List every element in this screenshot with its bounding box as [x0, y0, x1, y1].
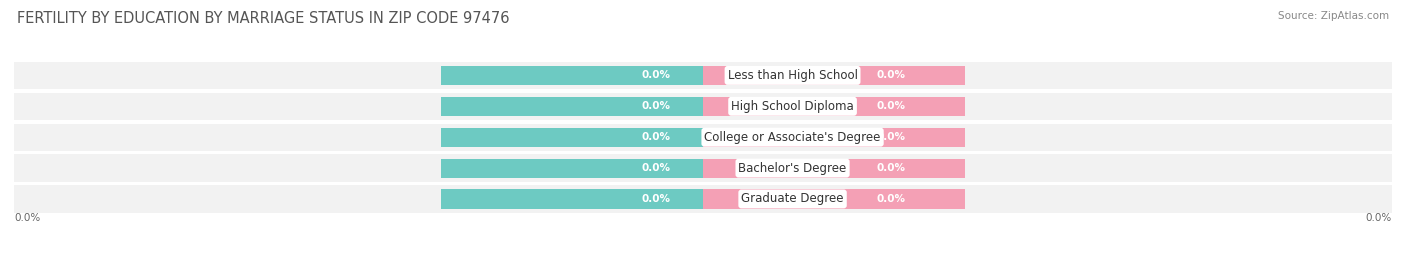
- Text: 0.0%: 0.0%: [641, 101, 671, 111]
- Bar: [14, 185, 1392, 213]
- Text: 0.0%: 0.0%: [641, 194, 671, 204]
- Text: 0.0%: 0.0%: [641, 132, 671, 142]
- Text: High School Diploma: High School Diploma: [731, 100, 853, 113]
- Text: 0.0%: 0.0%: [877, 101, 905, 111]
- Bar: [441, 189, 703, 208]
- Text: 0.0%: 0.0%: [877, 70, 905, 80]
- Text: Less than High School: Less than High School: [727, 69, 858, 82]
- Bar: [703, 189, 965, 208]
- Bar: [441, 66, 703, 85]
- Text: 0.0%: 0.0%: [877, 163, 905, 173]
- Bar: [441, 158, 703, 178]
- Bar: [703, 66, 965, 85]
- Text: 0.0%: 0.0%: [641, 163, 671, 173]
- Text: Bachelor's Degree: Bachelor's Degree: [738, 162, 846, 175]
- Text: 0.0%: 0.0%: [1365, 213, 1392, 223]
- Bar: [14, 93, 1392, 120]
- Text: 0.0%: 0.0%: [877, 194, 905, 204]
- Text: FERTILITY BY EDUCATION BY MARRIAGE STATUS IN ZIP CODE 97476: FERTILITY BY EDUCATION BY MARRIAGE STATU…: [17, 11, 509, 26]
- Bar: [14, 62, 1392, 89]
- Text: 0.0%: 0.0%: [14, 213, 41, 223]
- Bar: [441, 128, 703, 147]
- Bar: [441, 97, 703, 116]
- Bar: [14, 123, 1392, 151]
- Text: College or Associate's Degree: College or Associate's Degree: [704, 131, 880, 144]
- Text: Source: ZipAtlas.com: Source: ZipAtlas.com: [1278, 11, 1389, 21]
- Text: Graduate Degree: Graduate Degree: [741, 192, 844, 206]
- Bar: [703, 158, 965, 178]
- Bar: [703, 97, 965, 116]
- Bar: [703, 128, 965, 147]
- Text: 0.0%: 0.0%: [641, 70, 671, 80]
- Text: 0.0%: 0.0%: [877, 132, 905, 142]
- Bar: [14, 154, 1392, 182]
